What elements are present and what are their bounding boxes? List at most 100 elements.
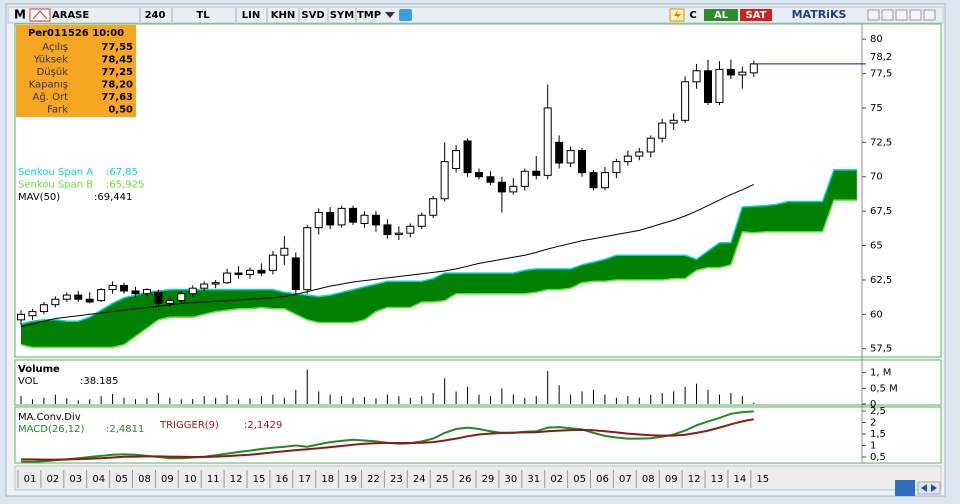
alert-glyph bbox=[674, 10, 681, 20]
candle-body bbox=[497, 181, 506, 193]
x-tick-label: 22 bbox=[367, 474, 380, 485]
toolbar-button[interactable]: LIN bbox=[242, 10, 260, 21]
candle-body bbox=[475, 172, 483, 178]
volume-panel bbox=[14, 359, 942, 406]
candle-body bbox=[578, 150, 587, 174]
window-button[interactable] bbox=[909, 9, 922, 21]
candle-body bbox=[51, 298, 60, 306]
candle-body bbox=[268, 254, 277, 271]
y-tick-label: 1, M bbox=[870, 368, 891, 379]
candle-body bbox=[108, 284, 117, 291]
scroll-buttons[interactable] bbox=[917, 481, 941, 495]
candle-body bbox=[452, 150, 461, 169]
candle-body bbox=[440, 161, 449, 200]
y-tick-label: 60 bbox=[870, 309, 883, 320]
x-tick-label: 05 bbox=[115, 474, 128, 485]
candle-body bbox=[360, 214, 369, 225]
candle-body bbox=[692, 70, 701, 83]
x-tick-label: 15 bbox=[253, 474, 266, 485]
candle-body bbox=[612, 161, 621, 174]
legend-value: :2,4811 bbox=[106, 424, 144, 435]
buy-button-bg[interactable] bbox=[704, 9, 738, 21]
y-tick-label: 65 bbox=[870, 241, 883, 252]
candle-body bbox=[406, 225, 415, 234]
x-tick-label: 17 bbox=[298, 474, 311, 485]
toolbar-button[interactable]: KHN bbox=[271, 10, 296, 21]
y-tick-label: 1 bbox=[870, 441, 876, 452]
twitter-icon[interactable] bbox=[399, 9, 412, 21]
x-tick-label: 02 bbox=[47, 474, 60, 485]
candle-body bbox=[394, 232, 403, 236]
candle-body bbox=[326, 212, 335, 226]
x-tick-label: 09 bbox=[161, 474, 174, 485]
candle-body bbox=[303, 227, 312, 291]
candle-body bbox=[715, 68, 724, 103]
info-box bbox=[16, 25, 136, 117]
sync-button[interactable] bbox=[895, 480, 915, 496]
candle-body bbox=[17, 313, 25, 321]
candle-body bbox=[555, 141, 564, 164]
dropdown-arrow[interactable] bbox=[385, 12, 395, 18]
candle-body bbox=[223, 272, 232, 284]
legend-name: Senkou Span B bbox=[18, 180, 93, 191]
candle-body bbox=[200, 283, 209, 289]
legend-value: :65,925 bbox=[106, 180, 144, 191]
candle-body bbox=[177, 293, 186, 302]
currency[interactable]: TL bbox=[196, 10, 210, 21]
candle-body bbox=[749, 63, 758, 74]
legend-value: :69,441 bbox=[94, 192, 132, 203]
close-button[interactable] bbox=[923, 9, 936, 21]
indicator-line bbox=[21, 418, 754, 461]
toolbar-button[interactable]: SYM bbox=[330, 10, 354, 21]
info-value: 0,50 bbox=[108, 105, 133, 116]
candle-body bbox=[463, 140, 472, 174]
senkou-line bbox=[20, 199, 857, 349]
x-tick-label: 10 bbox=[184, 474, 197, 485]
period[interactable]: 240 bbox=[145, 10, 166, 21]
window-button[interactable] bbox=[867, 9, 880, 21]
x-tick-label: 12 bbox=[230, 474, 243, 485]
candle-body bbox=[681, 81, 690, 121]
buy-button[interactable]: AL bbox=[714, 10, 729, 21]
window-button[interactable] bbox=[895, 9, 908, 21]
candle-body bbox=[543, 107, 552, 176]
info-value: 77,25 bbox=[101, 67, 133, 78]
candle-body bbox=[600, 172, 609, 189]
x-tick-label: 08 bbox=[642, 474, 655, 485]
sell-button-bg[interactable] bbox=[740, 9, 772, 21]
x-tick-label: 16 bbox=[276, 474, 289, 485]
x-tick-label: 19 bbox=[344, 474, 357, 485]
symbol-icon[interactable] bbox=[29, 8, 51, 22]
sell-button[interactable]: SAT bbox=[746, 10, 767, 21]
x-tick-label: 11 bbox=[207, 474, 220, 485]
info-label: Ağ. Ort bbox=[33, 91, 69, 103]
toolbar-button[interactable]: SVD bbox=[301, 10, 324, 21]
candle-body bbox=[726, 68, 735, 76]
candle-body bbox=[383, 224, 392, 236]
panel-title: MA.Conv.Div bbox=[18, 412, 81, 423]
x-tick-label: 03 bbox=[69, 474, 82, 485]
toolbar-button[interactable]: TMP bbox=[357, 10, 381, 21]
candle-body bbox=[39, 304, 48, 313]
y-tick-label: 57,5 bbox=[870, 344, 892, 355]
toolbar: M ARASE 240 TL LIN KHN SVD SYM TMP C AL … bbox=[7, 6, 944, 24]
candle-body bbox=[280, 247, 289, 256]
x-tick-label: 26 bbox=[459, 474, 472, 485]
window-button[interactable] bbox=[881, 9, 894, 21]
symbol[interactable]: ARASE bbox=[52, 10, 89, 21]
candle-body bbox=[509, 185, 518, 193]
candle-body bbox=[188, 287, 197, 295]
y-tick-label: 72,5 bbox=[870, 137, 892, 148]
symbol-icon-glyph bbox=[32, 10, 48, 20]
candle-body bbox=[646, 137, 655, 153]
info-label: Yüksek bbox=[33, 55, 68, 66]
candle-body bbox=[520, 170, 529, 187]
x-tick-label: 31 bbox=[527, 474, 540, 485]
y-tick-label: 80 bbox=[870, 34, 883, 45]
refresh-icon[interactable]: C bbox=[689, 10, 696, 21]
scroll-arrows bbox=[921, 484, 937, 492]
x-tick-label: 15 bbox=[756, 474, 769, 485]
candle-body bbox=[589, 172, 598, 189]
candle-body bbox=[635, 151, 644, 157]
y-tick-label: 0,5 M bbox=[870, 383, 898, 394]
